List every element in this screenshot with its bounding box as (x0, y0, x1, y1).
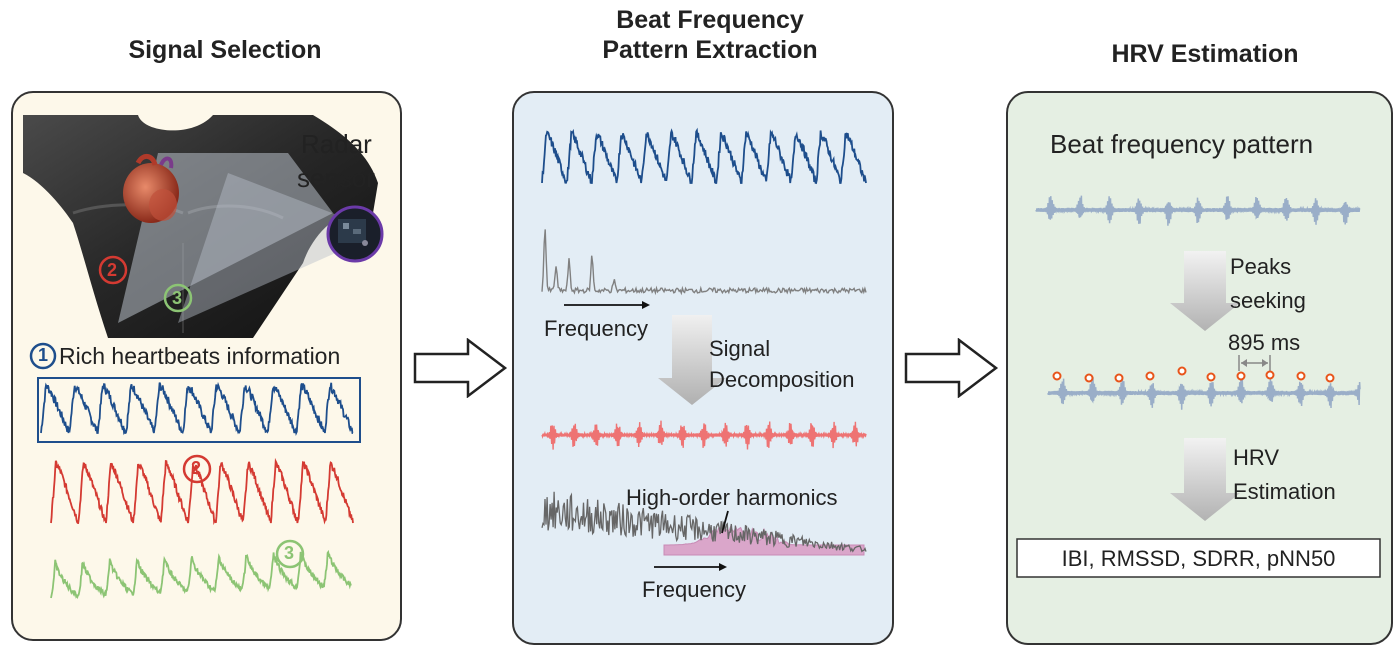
decomposed-signal-wave (541, 420, 867, 450)
hrv-label-line2: Estimation (1233, 479, 1336, 504)
torso-illustration (23, 115, 384, 600)
title-beat-line1: Beat Frequency (616, 6, 804, 34)
radar-label-line1: Radar (301, 129, 372, 159)
rich-heartbeats-label: Rich heartbeats information (59, 343, 341, 369)
marker-2-label: 2 (107, 260, 118, 280)
peak-marker (1296, 371, 1306, 381)
peak-marker (1265, 370, 1275, 380)
peak-marker (1145, 371, 1155, 381)
raw-signal-wave (541, 127, 867, 185)
peaks-seeking-arrow (1170, 251, 1240, 331)
marker-1-circle (29, 342, 57, 370)
heart-icon (123, 154, 179, 223)
marker-3-circle (163, 283, 193, 313)
interval-label: 895 ms (1228, 330, 1301, 355)
marker-1-label: 1 (38, 345, 49, 365)
hrv-label-line1: HRV (1233, 445, 1280, 470)
radar-sensor-icon (326, 205, 384, 263)
blue-signal-box (37, 377, 361, 443)
harmonics-label: High-order harmonics (626, 485, 838, 510)
decomposition-arrow (658, 315, 726, 405)
marker-2-circle (98, 255, 128, 285)
peaks-label-line2: seeking (1230, 288, 1306, 313)
peaks-wave (1047, 376, 1361, 410)
marker-3-wave-label: 3 (284, 543, 295, 563)
decomposition-label-line1: Signal (709, 336, 771, 361)
peak-markers (1052, 366, 1335, 383)
radar-signal-red-wave (50, 457, 354, 526)
harmonics-pointer (721, 510, 729, 534)
metrics-box (1016, 538, 1381, 578)
beat-frequency-graphics (541, 127, 867, 571)
marker-3-wave-circle (275, 539, 305, 569)
peak-marker (1206, 372, 1216, 382)
flow-arrow-1 (413, 338, 508, 398)
peak-marker (1236, 371, 1246, 381)
marker-2-wave-circle (182, 454, 212, 484)
peak-marker (1052, 371, 1062, 381)
hrv-estimation-arrow (1170, 438, 1240, 521)
title-signal-selection: Signal Selection (128, 36, 322, 64)
hrv-estimation-panel: Beat frequency pattern Peaks seeking 895… (1006, 91, 1393, 645)
marker-3-label: 3 (172, 288, 183, 308)
radar-label-line2: sensor (297, 163, 376, 193)
radar-signal-blue-wave (40, 381, 354, 436)
title-beat-line2: Pattern Extraction (602, 36, 818, 64)
decomposition-label-line2: Decomposition (709, 367, 855, 392)
beat-pattern-wave (1035, 195, 1361, 226)
beat-pattern-title: Beat frequency pattern (1050, 129, 1314, 159)
peak-marker (1114, 373, 1124, 383)
spectrum-bottom (541, 491, 867, 553)
frequency-label-bottom: Frequency (642, 577, 746, 602)
radar-signal-green-wave (50, 549, 352, 600)
hrv-graphics (1016, 195, 1381, 578)
title-hrv-estimation: HRV Estimation (1111, 40, 1299, 68)
beat-frequency-panel: Frequency Signal Decomposition High-orde… (512, 91, 894, 645)
spectrum-top (541, 229, 867, 296)
peaks-label-line1: Peaks (1230, 254, 1292, 279)
frequency-label-top: Frequency (544, 316, 648, 341)
peak-marker (1325, 373, 1335, 383)
title-beat-frequency: Beat Frequency Pattern Extraction (540, 5, 880, 65)
peak-marker (1084, 373, 1094, 383)
signal-selection-panel: Radar sensor 2 3 1 Rich heartbeats infor… (11, 91, 402, 641)
peak-marker (1177, 366, 1187, 376)
metrics-label: IBI, RMSSD, SDRR, pNN50 (1061, 546, 1336, 571)
marker-2-wave-label: 2 (191, 458, 202, 478)
flow-arrow-2 (904, 338, 999, 398)
